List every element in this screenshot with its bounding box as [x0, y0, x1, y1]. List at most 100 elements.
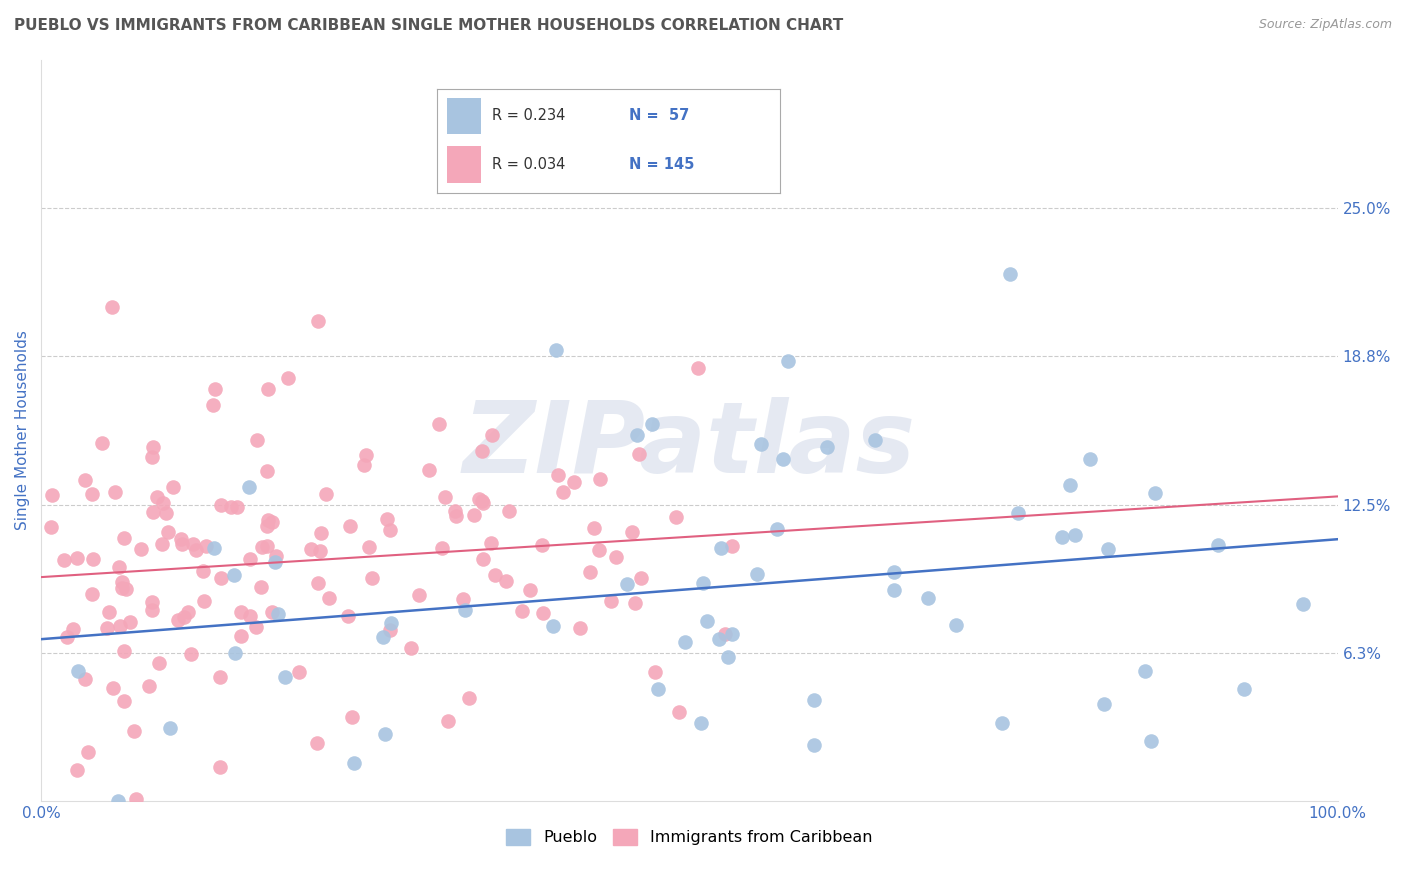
Point	[77, 745, 100, 759]
Point	[184, 542, 207, 557]
Point	[519, 582, 541, 597]
Point	[53, 553, 76, 567]
Point	[208, 670, 231, 684]
Point	[239, 552, 262, 566]
Point	[531, 538, 554, 552]
Point	[430, 541, 453, 555]
Point	[510, 604, 533, 618]
Point	[98, 605, 121, 619]
Point	[257, 382, 280, 396]
Point	[588, 542, 610, 557]
Point	[1133, 664, 1156, 678]
Point	[815, 441, 838, 455]
Point	[375, 511, 398, 525]
Point	[250, 580, 273, 594]
Point	[710, 541, 733, 555]
Point	[146, 490, 169, 504]
Point	[696, 614, 718, 628]
Point	[692, 576, 714, 591]
Point	[463, 508, 485, 522]
Point	[62, 622, 84, 636]
Point	[336, 608, 359, 623]
Point	[399, 641, 422, 656]
Point	[318, 591, 340, 605]
Point	[668, 705, 690, 719]
Point	[1097, 542, 1119, 557]
Point	[152, 496, 174, 510]
Point	[361, 571, 384, 585]
Point	[707, 632, 730, 646]
Point	[1078, 452, 1101, 467]
Point	[374, 727, 396, 741]
Point	[437, 714, 460, 728]
Point	[66, 551, 89, 566]
Point	[39, 520, 62, 534]
Point	[229, 629, 252, 643]
Point	[245, 620, 267, 634]
Point	[209, 498, 232, 512]
Point	[883, 565, 905, 579]
Point	[155, 506, 177, 520]
Point	[589, 472, 612, 486]
Point	[1206, 538, 1229, 552]
Point	[479, 536, 502, 550]
Point	[1233, 681, 1256, 696]
Point	[1050, 530, 1073, 544]
Point	[100, 301, 122, 315]
Point	[569, 622, 592, 636]
Point	[80, 487, 103, 501]
Point	[299, 542, 322, 557]
Point	[129, 542, 152, 557]
Point	[82, 552, 104, 566]
Point	[138, 679, 160, 693]
Point	[457, 691, 479, 706]
Point	[222, 568, 245, 582]
Point	[141, 603, 163, 617]
Point	[250, 540, 273, 554]
Point	[112, 694, 135, 708]
Text: Source: ZipAtlas.com: Source: ZipAtlas.com	[1258, 18, 1392, 31]
Point	[264, 549, 287, 564]
Point	[101, 681, 124, 696]
Point	[125, 791, 148, 805]
Point	[641, 417, 664, 431]
Point	[531, 606, 554, 620]
Point	[194, 539, 217, 553]
Point	[288, 665, 311, 679]
Point	[713, 626, 735, 640]
Point	[307, 576, 329, 591]
Point	[193, 594, 215, 608]
Point	[180, 647, 202, 661]
Point	[107, 794, 129, 808]
Point	[112, 531, 135, 545]
Point	[1292, 597, 1315, 611]
Point	[103, 485, 125, 500]
Point	[579, 565, 602, 579]
Point	[91, 435, 114, 450]
Point	[583, 521, 606, 535]
Point	[605, 550, 627, 565]
Point	[263, 555, 285, 569]
Point	[481, 427, 503, 442]
Point	[124, 723, 146, 738]
Point	[41, 488, 63, 502]
Point	[112, 643, 135, 657]
Point	[1064, 528, 1087, 542]
Point	[340, 710, 363, 724]
Point	[307, 313, 329, 327]
Point	[665, 509, 688, 524]
Point	[148, 656, 170, 670]
Point	[766, 522, 789, 536]
Point	[547, 467, 569, 482]
Point	[378, 623, 401, 637]
Point	[173, 610, 195, 624]
Point	[689, 715, 711, 730]
Point	[472, 496, 495, 510]
Point	[224, 646, 246, 660]
Point	[262, 516, 284, 530]
Point	[803, 693, 825, 707]
Point	[246, 434, 269, 448]
Point	[67, 664, 90, 678]
Point	[193, 564, 215, 578]
Point	[111, 575, 134, 590]
